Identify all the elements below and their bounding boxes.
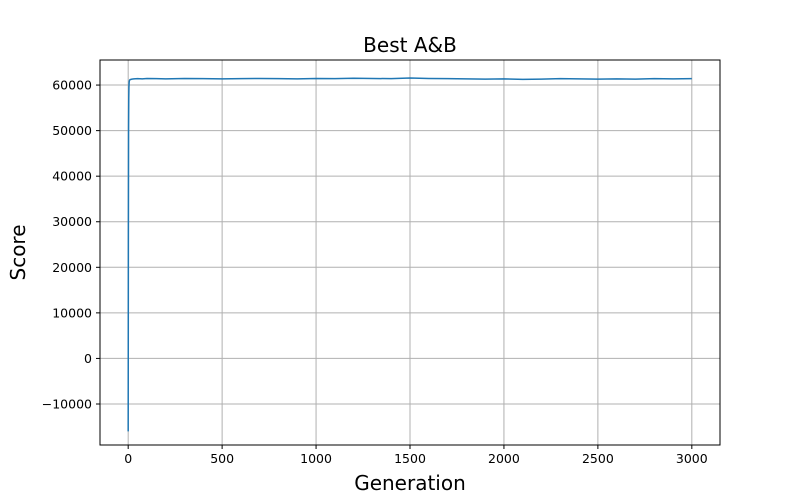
grid bbox=[100, 60, 720, 445]
y-tick-label: 50000 bbox=[52, 123, 92, 138]
x-axis-ticks: 0 500 1000 1500 2000 2500 3000 bbox=[124, 445, 708, 466]
y-tick-label: 0 bbox=[84, 351, 92, 366]
x-tick-label: 500 bbox=[210, 451, 234, 466]
x-tick-label: 2500 bbox=[582, 451, 614, 466]
series-layer bbox=[127, 77, 692, 432]
y-axis-title: Score bbox=[6, 224, 30, 280]
y-tick-label: 30000 bbox=[52, 214, 92, 229]
y-tick-label: 10000 bbox=[52, 305, 92, 320]
y-tick-label: 60000 bbox=[52, 78, 92, 93]
y-tick-label: 40000 bbox=[52, 169, 92, 184]
x-tick-label: 0 bbox=[124, 451, 132, 466]
y-tick-label: −10000 bbox=[42, 396, 92, 411]
series-line bbox=[127, 77, 692, 432]
x-tick-label: 1000 bbox=[300, 451, 332, 466]
x-tick-label: 1500 bbox=[394, 451, 426, 466]
x-axis-title: Generation bbox=[354, 471, 466, 495]
y-axis-ticks: −10000 0 10000 20000 30000 40000 50000 60000 bbox=[42, 78, 100, 411]
x-tick-label: 3000 bbox=[676, 451, 708, 466]
x-tick-label: 2000 bbox=[488, 451, 520, 466]
chart-title: Best A&B bbox=[363, 33, 457, 57]
y-tick-label: 20000 bbox=[52, 260, 92, 275]
